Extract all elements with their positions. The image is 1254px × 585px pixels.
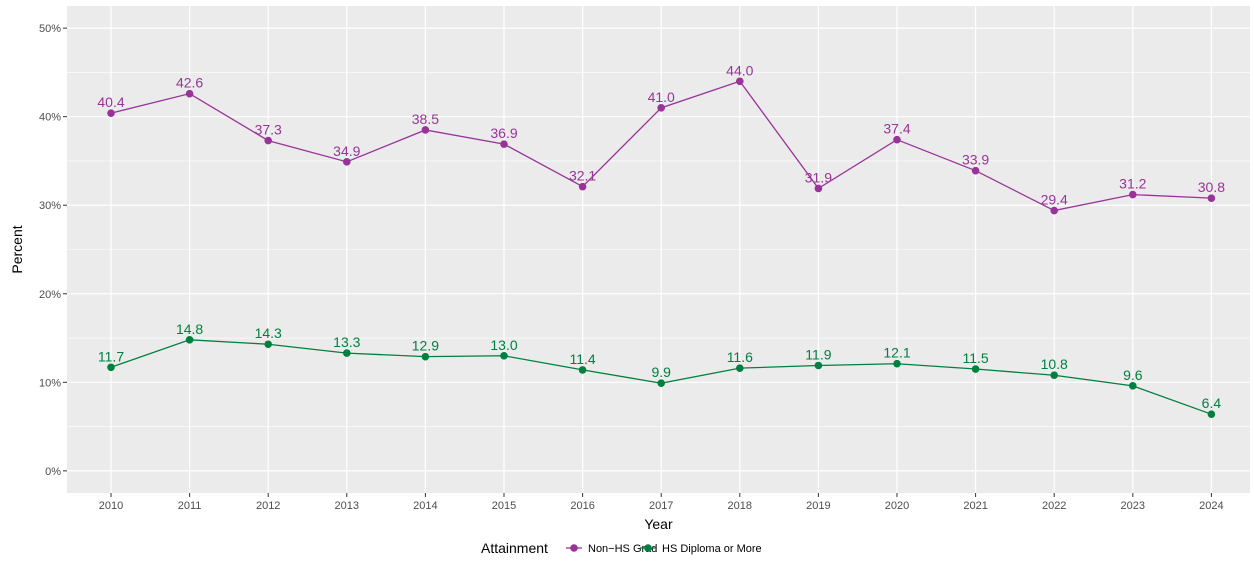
data-label: 13.0 [490,337,517,353]
legend-title: Attainment [481,540,548,556]
data-label: 11.9 [805,346,831,362]
x-axis-ticks: 2010 2011 2012 2013 2014 2015 2016 2017 2018 2019… [99,493,1224,512]
data-label: 11.6 [727,349,753,365]
y-axis-ticks: 0% 10% 20% 30% 40% 50% [39,23,67,478]
legend-key-point [644,544,652,552]
data-point [500,351,508,360]
grid-lines [67,6,1250,493]
data-point [1129,190,1137,199]
x-tick-label: 2024 [1199,500,1223,512]
data-label: 37.3 [255,122,282,138]
series-group: 40.4 42.6 37.3 34.9 38.5 36.9 32.1 41.0 44.0 31.9… [97,62,1225,215]
data-label: 9.6 [1123,367,1143,383]
data-label: 6.4 [1202,395,1222,411]
data-label: 40.4 [97,94,124,110]
data-point [971,365,980,373]
data-label: 12.1 [883,345,910,361]
series-layer: 40.4 42.6 37.3 34.9 38.5 36.9 32.1 41.0 44.0 31.9… [97,62,1225,418]
legend-item: Non−HS Grad [566,543,657,555]
data-label: 36.9 [490,125,517,141]
data-label: 34.9 [333,143,360,159]
y-tick-label: 50% [39,23,61,35]
data-point [814,184,823,193]
data-label: 31.2 [1119,176,1146,192]
legend-item: HS Diploma or More [640,543,762,555]
data-point [971,166,980,175]
x-axis-title: Year [644,516,673,532]
data-point [107,109,115,117]
data-point [578,182,587,191]
x-tick-label: 2015 [492,500,516,512]
data-point [657,104,665,112]
data-point [107,363,115,372]
x-tick-label: 2016 [570,500,594,512]
x-tick-label: 2021 [963,500,987,512]
data-point [1207,410,1216,418]
data-point [1050,206,1058,215]
data-point [343,158,351,166]
data-label: 13.3 [333,334,360,350]
data-label: 11.4 [569,351,595,367]
data-label: 14.8 [176,321,203,337]
data-label: 41.0 [648,89,675,105]
data-point [1050,371,1058,380]
data-point [185,336,194,344]
data-label: 32.1 [569,168,596,184]
y-tick-label: 30% [39,200,61,212]
data-label: 14.3 [255,325,282,341]
data-point [893,359,901,368]
data-label: 30.8 [1198,179,1225,195]
data-label: 29.4 [1041,192,1068,208]
data-label: 10.8 [1041,356,1068,372]
data-point [578,366,587,374]
x-tick-label: 2020 [885,500,909,512]
x-tick-label: 2010 [99,500,123,512]
x-tick-label: 2019 [806,500,830,512]
y-tick-label: 10% [39,377,61,389]
data-point [736,364,744,372]
data-label: 44.0 [726,62,753,78]
data-point [1207,194,1216,202]
data-label: 33.9 [962,152,989,168]
data-label: 9.9 [651,364,671,380]
y-tick-label: 0% [45,466,61,478]
legend-label: HS Diploma or More [662,543,762,555]
x-tick-label: 2011 [178,500,202,512]
y-axis-title: Percent [9,225,25,273]
data-label: 12.9 [412,338,439,354]
data-point [185,89,194,98]
x-tick-label: 2014 [413,500,437,512]
data-label: 31.9 [805,169,832,185]
series-group: 11.7 14.8 14.3 13.3 12.9 13.0 11.4 9.9 11.6 11.9 1… [98,321,1221,418]
data-point [500,140,508,148]
data-point [264,340,273,349]
x-tick-label: 2013 [335,500,359,512]
x-tick-label: 2023 [1121,500,1145,512]
data-point [421,126,430,134]
data-point [736,77,744,86]
data-label: 11.5 [962,350,988,366]
data-label: 42.6 [176,75,203,91]
x-tick-label: 2018 [728,500,752,512]
data-label: 37.4 [883,121,910,137]
data-point [343,349,351,357]
legend-label: Non−HS Grad [588,543,657,555]
legend: Attainment Non−HS Grad HS Diploma or More [481,540,762,556]
data-label: 11.7 [98,348,124,364]
x-tick-label: 2022 [1042,500,1066,512]
data-point [657,379,665,388]
data-point [814,361,823,370]
x-tick-label: 2017 [649,500,673,512]
data-point [1129,382,1137,390]
x-tick-label: 2012 [256,500,280,512]
data-point [421,352,430,361]
data-point [893,135,901,144]
y-tick-label: 40% [39,112,61,124]
data-point [264,136,273,145]
legend-key-point [570,544,578,552]
y-tick-label: 20% [39,289,61,301]
data-label: 38.5 [412,111,439,127]
